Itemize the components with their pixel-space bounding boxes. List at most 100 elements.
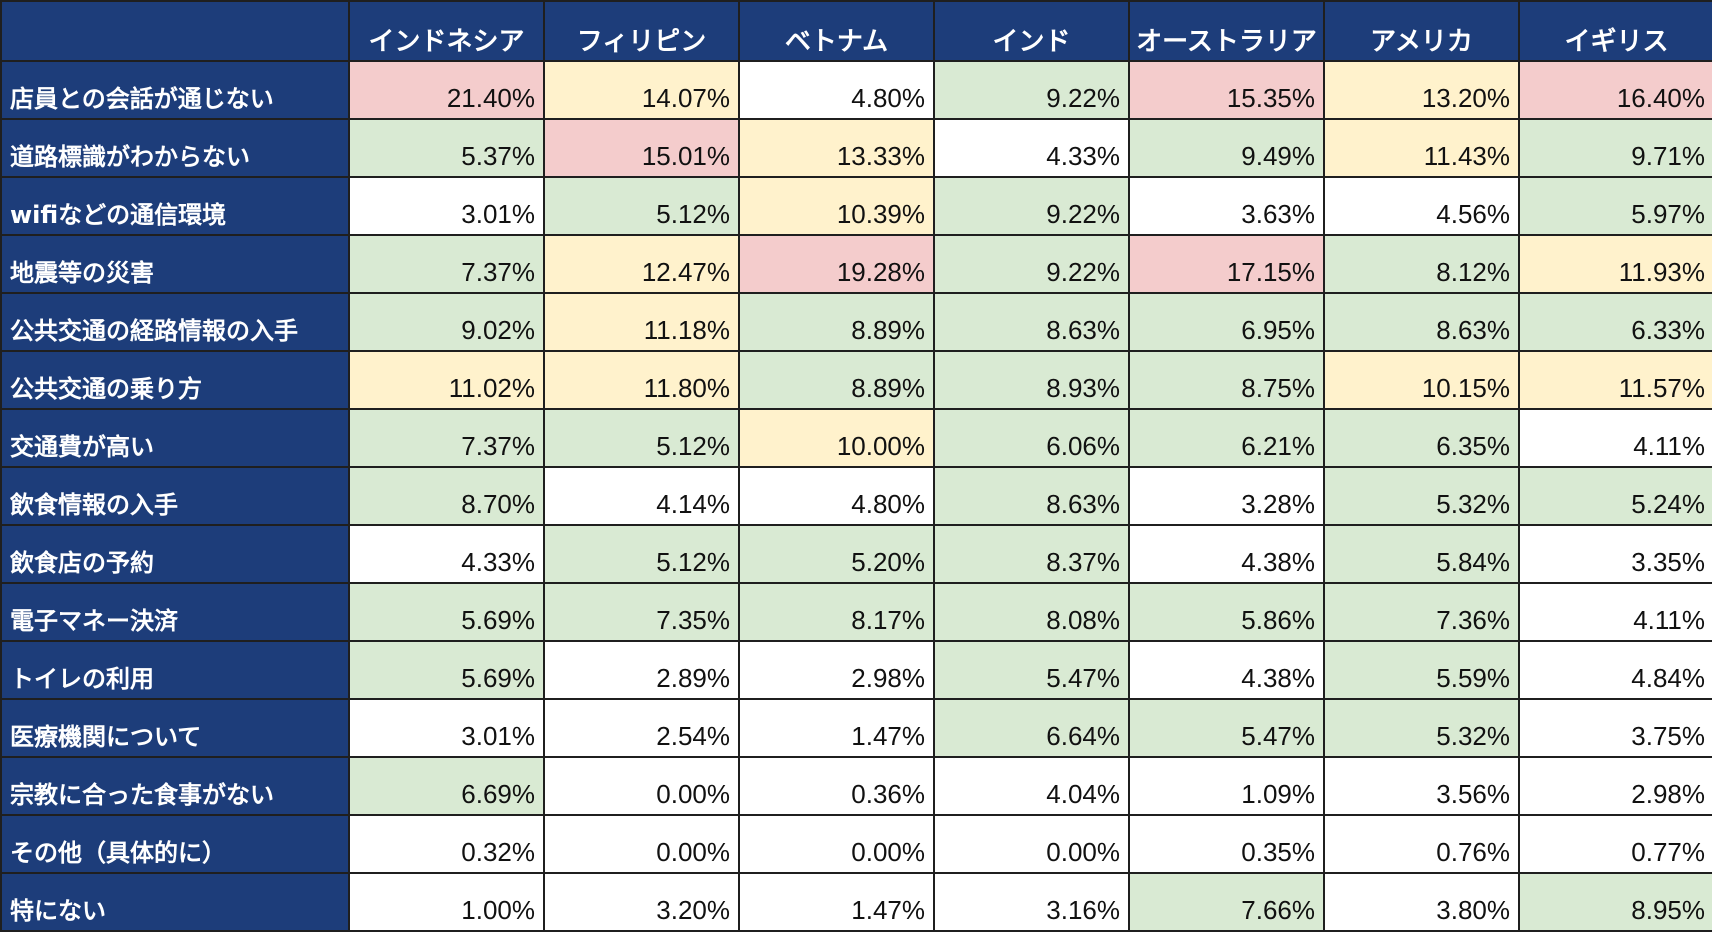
value-cell[interactable]: 1.47% — [738, 872, 935, 932]
value-cell[interactable]: 8.37% — [933, 524, 1130, 584]
value-cell[interactable]: 0.36% — [738, 756, 935, 816]
value-cell[interactable]: 7.36% — [1323, 582, 1520, 642]
value-cell[interactable]: 0.77% — [1518, 814, 1712, 874]
value-cell[interactable]: 4.80% — [738, 60, 935, 120]
row-label[interactable]: 地震等の災害 — [0, 234, 350, 294]
value-cell[interactable]: 0.32% — [348, 814, 545, 874]
value-cell[interactable]: 1.47% — [738, 698, 935, 758]
value-cell[interactable]: 5.97% — [1518, 176, 1712, 236]
row-label[interactable]: wifiなどの通信環境 — [0, 176, 350, 236]
value-cell[interactable]: 0.00% — [738, 814, 935, 874]
value-cell[interactable]: 3.63% — [1128, 176, 1325, 236]
value-cell[interactable]: 7.35% — [543, 582, 740, 642]
value-cell[interactable]: 5.86% — [1128, 582, 1325, 642]
value-cell[interactable]: 2.98% — [1518, 756, 1712, 816]
value-cell[interactable]: 3.20% — [543, 872, 740, 932]
column-header[interactable]: オーストラリア — [1128, 0, 1325, 62]
value-cell[interactable]: 9.71% — [1518, 118, 1712, 178]
value-cell[interactable]: 5.12% — [543, 176, 740, 236]
value-cell[interactable]: 0.76% — [1323, 814, 1520, 874]
value-cell[interactable]: 3.80% — [1323, 872, 1520, 932]
row-label[interactable]: トイレの利用 — [0, 640, 350, 700]
value-cell[interactable]: 4.11% — [1518, 408, 1712, 468]
column-header[interactable]: ベトナム — [738, 0, 935, 62]
value-cell[interactable]: 7.66% — [1128, 872, 1325, 932]
value-cell[interactable]: 3.16% — [933, 872, 1130, 932]
value-cell[interactable]: 0.35% — [1128, 814, 1325, 874]
value-cell[interactable]: 5.84% — [1323, 524, 1520, 584]
value-cell[interactable]: 13.33% — [738, 118, 935, 178]
value-cell[interactable]: 5.69% — [348, 582, 545, 642]
value-cell[interactable]: 8.63% — [933, 466, 1130, 526]
value-cell[interactable]: 15.35% — [1128, 60, 1325, 120]
value-cell[interactable]: 3.35% — [1518, 524, 1712, 584]
row-label[interactable]: 特にない — [0, 872, 350, 932]
value-cell[interactable]: 5.32% — [1323, 466, 1520, 526]
value-cell[interactable]: 4.80% — [738, 466, 935, 526]
row-label[interactable]: その他（具体的に） — [0, 814, 350, 874]
row-label[interactable]: 公共交通の乗り方 — [0, 350, 350, 410]
row-label[interactable]: 飲食店の予約 — [0, 524, 350, 584]
value-cell[interactable]: 3.56% — [1323, 756, 1520, 816]
value-cell[interactable]: 4.11% — [1518, 582, 1712, 642]
value-cell[interactable]: 0.00% — [543, 756, 740, 816]
value-cell[interactable]: 11.80% — [543, 350, 740, 410]
row-label[interactable]: 道路標識がわからない — [0, 118, 350, 178]
value-cell[interactable]: 4.56% — [1323, 176, 1520, 236]
value-cell[interactable]: 6.35% — [1323, 408, 1520, 468]
value-cell[interactable]: 8.95% — [1518, 872, 1712, 932]
value-cell[interactable]: 8.93% — [933, 350, 1130, 410]
row-label[interactable]: 店員との会話が通じない — [0, 60, 350, 120]
value-cell[interactable]: 8.89% — [738, 292, 935, 352]
value-cell[interactable]: 15.01% — [543, 118, 740, 178]
value-cell[interactable]: 6.06% — [933, 408, 1130, 468]
value-cell[interactable]: 19.28% — [738, 234, 935, 294]
value-cell[interactable]: 0.00% — [543, 814, 740, 874]
value-cell[interactable]: 11.18% — [543, 292, 740, 352]
column-header[interactable]: アメリカ — [1323, 0, 1520, 62]
value-cell[interactable]: 10.00% — [738, 408, 935, 468]
value-cell[interactable]: 3.01% — [348, 698, 545, 758]
value-cell[interactable]: 3.01% — [348, 176, 545, 236]
value-cell[interactable]: 8.75% — [1128, 350, 1325, 410]
value-cell[interactable]: 2.98% — [738, 640, 935, 700]
value-cell[interactable]: 5.47% — [933, 640, 1130, 700]
value-cell[interactable]: 17.15% — [1128, 234, 1325, 294]
value-cell[interactable]: 5.24% — [1518, 466, 1712, 526]
value-cell[interactable]: 5.69% — [348, 640, 545, 700]
value-cell[interactable]: 8.17% — [738, 582, 935, 642]
value-cell[interactable]: 10.15% — [1323, 350, 1520, 410]
value-cell[interactable]: 1.00% — [348, 872, 545, 932]
row-label[interactable]: 宗教に合った食事がない — [0, 756, 350, 816]
value-cell[interactable]: 9.02% — [348, 292, 545, 352]
value-cell[interactable]: 5.59% — [1323, 640, 1520, 700]
value-cell[interactable]: 5.47% — [1128, 698, 1325, 758]
column-header[interactable]: インドネシア — [348, 0, 545, 62]
row-label[interactable]: 交通費が高い — [0, 408, 350, 468]
row-label[interactable]: 飲食情報の入手 — [0, 466, 350, 526]
value-cell[interactable]: 2.54% — [543, 698, 740, 758]
value-cell[interactable]: 8.12% — [1323, 234, 1520, 294]
value-cell[interactable]: 5.12% — [543, 524, 740, 584]
value-cell[interactable]: 7.37% — [348, 234, 545, 294]
value-cell[interactable]: 5.20% — [738, 524, 935, 584]
value-cell[interactable]: 11.57% — [1518, 350, 1712, 410]
value-cell[interactable]: 5.32% — [1323, 698, 1520, 758]
value-cell[interactable]: 16.40% — [1518, 60, 1712, 120]
value-cell[interactable]: 1.09% — [1128, 756, 1325, 816]
value-cell[interactable]: 2.89% — [543, 640, 740, 700]
value-cell[interactable]: 4.33% — [933, 118, 1130, 178]
value-cell[interactable]: 4.38% — [1128, 524, 1325, 584]
value-cell[interactable]: 4.33% — [348, 524, 545, 584]
value-cell[interactable]: 5.37% — [348, 118, 545, 178]
value-cell[interactable]: 11.43% — [1323, 118, 1520, 178]
value-cell[interactable]: 5.12% — [543, 408, 740, 468]
value-cell[interactable]: 4.84% — [1518, 640, 1712, 700]
row-label[interactable]: 電子マネー決済 — [0, 582, 350, 642]
value-cell[interactable]: 10.39% — [738, 176, 935, 236]
value-cell[interactable]: 8.70% — [348, 466, 545, 526]
value-cell[interactable]: 8.89% — [738, 350, 935, 410]
column-header[interactable]: インド — [933, 0, 1130, 62]
value-cell[interactable]: 21.40% — [348, 60, 545, 120]
column-header[interactable]: フィリピン — [543, 0, 740, 62]
